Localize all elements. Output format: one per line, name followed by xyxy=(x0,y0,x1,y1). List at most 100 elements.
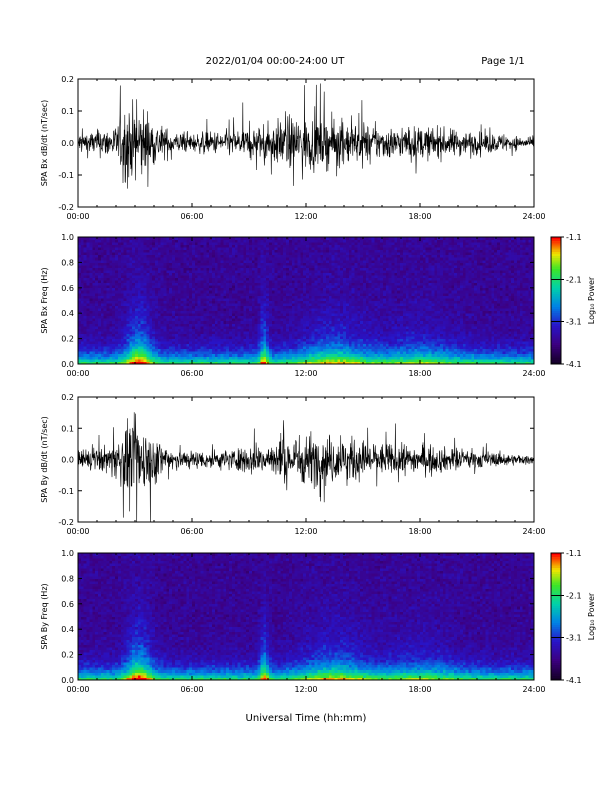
spectrogram-cell xyxy=(166,295,170,299)
spectrogram-cell xyxy=(80,249,85,253)
spectrogram-cell xyxy=(137,328,142,332)
spectrogram-cell xyxy=(120,297,124,301)
spectrogram-cell xyxy=(237,328,241,332)
spectrogram-cell xyxy=(160,310,164,314)
spectrogram-cell xyxy=(132,300,136,304)
spectrogram-cell xyxy=(169,346,173,350)
spectrogram-cell xyxy=(129,254,133,258)
spectrogram-cell xyxy=(152,285,156,289)
spectrogram-cell xyxy=(149,336,153,339)
spectrogram-cell xyxy=(92,315,96,319)
spectrogram-cell xyxy=(223,275,227,279)
spectrogram-cell xyxy=(291,303,295,306)
spectrogram-cell xyxy=(240,341,244,345)
spectrogram-cell xyxy=(334,254,338,258)
spectrogram-cell xyxy=(291,282,295,286)
spectrogram-cell xyxy=(140,275,144,279)
spectrogram-cell xyxy=(220,290,224,294)
spectrogram-cell xyxy=(194,267,199,271)
spectrogram-cell xyxy=(192,280,196,284)
spectrogram-cell xyxy=(154,336,159,339)
spectrogram-cell xyxy=(345,270,350,273)
spectrogram-cell xyxy=(117,282,122,286)
spectrogram-cell xyxy=(103,315,107,319)
spectrogram-cell xyxy=(340,275,344,279)
spectrogram-cell xyxy=(251,237,256,240)
spectrogram-cell xyxy=(197,353,201,357)
spectrogram-cell xyxy=(237,257,241,261)
spectrogram-cell xyxy=(223,237,227,240)
spectrogram-cell xyxy=(234,272,238,276)
spectrogram-cell xyxy=(277,244,281,248)
spectrogram-cell xyxy=(132,259,136,263)
spectrogram-cell xyxy=(123,252,127,256)
spectrogram-cell xyxy=(160,290,164,294)
spectrogram-cell xyxy=(345,315,350,319)
spectrogram-cell xyxy=(203,358,207,362)
spectrogram-cell xyxy=(126,318,130,322)
spectrogram-cell xyxy=(237,330,241,334)
spectrogram-cell xyxy=(271,259,276,263)
spectrogram-cell xyxy=(154,282,159,286)
spectrogram-cell xyxy=(243,356,247,360)
spectrogram-cell xyxy=(328,239,333,243)
spectrogram-cell xyxy=(123,343,127,347)
spectrogram-cell xyxy=(180,346,184,350)
spectrogram-cell xyxy=(220,338,224,342)
spectrogram-cell xyxy=(140,267,144,271)
spectrogram-cell xyxy=(120,244,124,248)
spectrogram-cell xyxy=(220,351,224,355)
spectrogram-cell xyxy=(220,323,224,327)
spectrogram-cell xyxy=(306,249,310,253)
spectrogram-cell xyxy=(268,336,273,339)
spectrogram-cell xyxy=(317,257,321,261)
spectrogram-cell xyxy=(223,267,227,271)
spectrogram-cell xyxy=(303,297,307,301)
spectrogram-cell xyxy=(137,310,142,314)
spectrogram-cell xyxy=(169,333,173,337)
spectrogram-cell xyxy=(351,285,355,289)
spectrogram-cell xyxy=(351,325,355,329)
spectrogram-cell xyxy=(334,320,338,324)
spectrogram-cell xyxy=(251,323,256,327)
spectrogram-cell xyxy=(277,356,281,360)
spectrogram-cell xyxy=(154,264,159,268)
spectrogram-cell xyxy=(345,338,350,342)
spectrogram-cell xyxy=(354,328,358,332)
spectrogram-cell xyxy=(200,295,204,299)
spectrogram-cell xyxy=(323,330,327,334)
spectrogram-cell xyxy=(257,252,261,256)
spectrogram-cell xyxy=(297,292,301,296)
spectrogram-cell xyxy=(146,303,150,306)
spectrogram-cell xyxy=(306,287,310,291)
spectrogram-cell xyxy=(288,333,293,337)
spectrogram-cell xyxy=(325,305,330,309)
spectrogram-cell xyxy=(271,264,276,268)
spectrogram-cell xyxy=(78,341,82,345)
spectrogram-cell xyxy=(323,282,327,286)
spectrogram-cell xyxy=(214,254,219,258)
spectrogram-cell xyxy=(291,310,295,314)
spectrogram-cell xyxy=(297,237,301,240)
spectrogram-cell xyxy=(106,343,110,347)
spectrogram-cell xyxy=(217,310,221,314)
spectrogram-cell xyxy=(203,313,207,317)
spectrogram-cell xyxy=(135,285,139,289)
spectrogram-cell xyxy=(343,361,347,365)
spectrogram-cell xyxy=(126,303,130,306)
spectrogram-cell xyxy=(78,297,82,301)
spectrogram-cell xyxy=(100,262,105,266)
spectrogram-cell xyxy=(354,315,358,319)
spectrogram-cell xyxy=(300,353,304,357)
spectrogram-cell xyxy=(300,292,304,296)
spectrogram-cell xyxy=(317,264,321,268)
spectrogram-cell xyxy=(357,351,361,355)
spectrogram-cell xyxy=(146,262,150,266)
spectrogram-cell xyxy=(197,249,201,253)
spectrogram-cell xyxy=(334,249,338,253)
spectrogram-cell xyxy=(163,325,167,329)
spectrogram-cell xyxy=(157,348,162,352)
spectrogram-cell xyxy=(246,310,250,314)
spectrogram-cell xyxy=(89,249,93,253)
